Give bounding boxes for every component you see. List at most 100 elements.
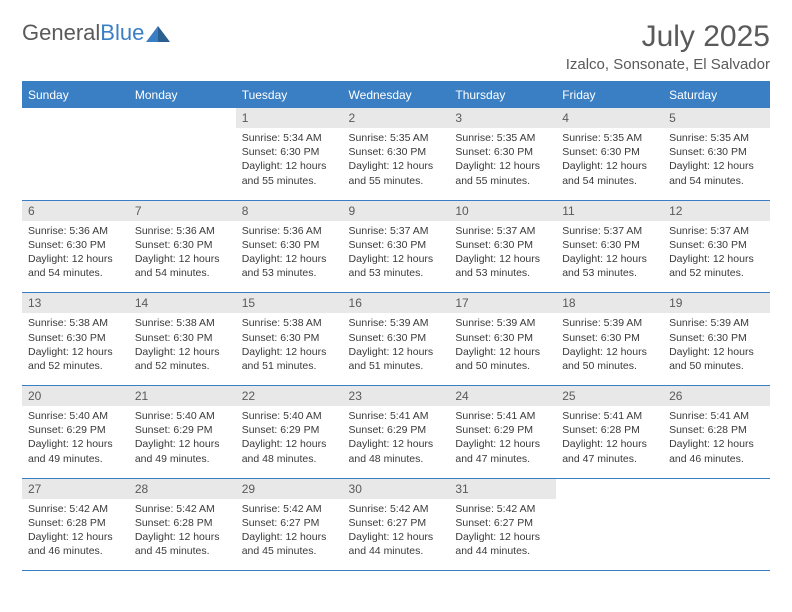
day-details: Sunrise: 5:41 AMSunset: 6:28 PMDaylight:… — [556, 406, 663, 478]
day-cell: 2Sunrise: 5:35 AMSunset: 6:30 PMDaylight… — [343, 108, 450, 201]
day-details: Sunrise: 5:39 AMSunset: 6:30 PMDaylight:… — [449, 313, 556, 385]
day-header-wednesday: Wednesday — [343, 82, 450, 108]
day-number: 7 — [129, 201, 236, 221]
logo: GeneralBlue — [22, 20, 170, 46]
title-block: July 2025 Izalco, Sonsonate, El Salvador — [566, 20, 770, 73]
day-details: Sunrise: 5:39 AMSunset: 6:30 PMDaylight:… — [556, 313, 663, 385]
day-cell: 13Sunrise: 5:38 AMSunset: 6:30 PMDayligh… — [22, 293, 129, 386]
day-cell: 9Sunrise: 5:37 AMSunset: 6:30 PMDaylight… — [343, 200, 450, 293]
day-details: Sunrise: 5:35 AMSunset: 6:30 PMDaylight:… — [663, 128, 770, 200]
day-number: 22 — [236, 386, 343, 406]
day-details: Sunrise: 5:36 AMSunset: 6:30 PMDaylight:… — [236, 221, 343, 293]
day-number: 6 — [22, 201, 129, 221]
day-cell: 24Sunrise: 5:41 AMSunset: 6:29 PMDayligh… — [449, 386, 556, 479]
day-number: 30 — [343, 479, 450, 499]
day-details: Sunrise: 5:35 AMSunset: 6:30 PMDaylight:… — [556, 128, 663, 200]
day-details: Sunrise: 5:35 AMSunset: 6:30 PMDaylight:… — [449, 128, 556, 200]
day-number: 4 — [556, 108, 663, 128]
day-details: Sunrise: 5:41 AMSunset: 6:28 PMDaylight:… — [663, 406, 770, 478]
day-cell: 11Sunrise: 5:37 AMSunset: 6:30 PMDayligh… — [556, 200, 663, 293]
week-row: 6Sunrise: 5:36 AMSunset: 6:30 PMDaylight… — [22, 200, 770, 293]
day-cell: 10Sunrise: 5:37 AMSunset: 6:30 PMDayligh… — [449, 200, 556, 293]
day-details: Sunrise: 5:36 AMSunset: 6:30 PMDaylight:… — [22, 221, 129, 293]
day-number: 28 — [129, 479, 236, 499]
day-cell: 28Sunrise: 5:42 AMSunset: 6:28 PMDayligh… — [129, 478, 236, 571]
day-header-tuesday: Tuesday — [236, 82, 343, 108]
day-details: Sunrise: 5:37 AMSunset: 6:30 PMDaylight:… — [343, 221, 450, 293]
day-details: Sunrise: 5:41 AMSunset: 6:29 PMDaylight:… — [343, 406, 450, 478]
day-cell — [22, 108, 129, 201]
header: GeneralBlue July 2025 Izalco, Sonsonate,… — [22, 20, 770, 73]
day-cell: 29Sunrise: 5:42 AMSunset: 6:27 PMDayligh… — [236, 478, 343, 571]
day-cell: 31Sunrise: 5:42 AMSunset: 6:27 PMDayligh… — [449, 478, 556, 571]
day-cell: 7Sunrise: 5:36 AMSunset: 6:30 PMDaylight… — [129, 200, 236, 293]
logo-text: GeneralBlue — [22, 20, 144, 46]
day-cell: 1Sunrise: 5:34 AMSunset: 6:30 PMDaylight… — [236, 108, 343, 201]
day-number: 18 — [556, 293, 663, 313]
day-number: 25 — [556, 386, 663, 406]
day-details: Sunrise: 5:35 AMSunset: 6:30 PMDaylight:… — [343, 128, 450, 200]
day-cell: 26Sunrise: 5:41 AMSunset: 6:28 PMDayligh… — [663, 386, 770, 479]
day-cell: 6Sunrise: 5:36 AMSunset: 6:30 PMDaylight… — [22, 200, 129, 293]
day-number: 11 — [556, 201, 663, 221]
day-number: 26 — [663, 386, 770, 406]
day-details: Sunrise: 5:36 AMSunset: 6:30 PMDaylight:… — [129, 221, 236, 293]
day-number: 19 — [663, 293, 770, 313]
day-details: Sunrise: 5:37 AMSunset: 6:30 PMDaylight:… — [663, 221, 770, 293]
day-details: Sunrise: 5:42 AMSunset: 6:27 PMDaylight:… — [343, 499, 450, 571]
day-cell: 22Sunrise: 5:40 AMSunset: 6:29 PMDayligh… — [236, 386, 343, 479]
week-row: 13Sunrise: 5:38 AMSunset: 6:30 PMDayligh… — [22, 293, 770, 386]
day-details: Sunrise: 5:39 AMSunset: 6:30 PMDaylight:… — [663, 313, 770, 385]
day-cell — [556, 478, 663, 571]
day-cell: 12Sunrise: 5:37 AMSunset: 6:30 PMDayligh… — [663, 200, 770, 293]
day-cell: 23Sunrise: 5:41 AMSunset: 6:29 PMDayligh… — [343, 386, 450, 479]
day-number: 10 — [449, 201, 556, 221]
day-number: 12 — [663, 201, 770, 221]
logo-triangle-icon — [146, 24, 170, 42]
day-details: Sunrise: 5:37 AMSunset: 6:30 PMDaylight:… — [449, 221, 556, 293]
day-header-friday: Friday — [556, 82, 663, 108]
day-number: 8 — [236, 201, 343, 221]
day-number: 9 — [343, 201, 450, 221]
day-cell — [663, 478, 770, 571]
day-number: 31 — [449, 479, 556, 499]
day-details: Sunrise: 5:40 AMSunset: 6:29 PMDaylight:… — [236, 406, 343, 478]
day-cell: 18Sunrise: 5:39 AMSunset: 6:30 PMDayligh… — [556, 293, 663, 386]
day-header-saturday: Saturday — [663, 82, 770, 108]
day-header-sunday: Sunday — [22, 82, 129, 108]
day-details: Sunrise: 5:38 AMSunset: 6:30 PMDaylight:… — [22, 313, 129, 385]
day-cell: 4Sunrise: 5:35 AMSunset: 6:30 PMDaylight… — [556, 108, 663, 201]
day-number: 17 — [449, 293, 556, 313]
day-cell: 30Sunrise: 5:42 AMSunset: 6:27 PMDayligh… — [343, 478, 450, 571]
day-number: 24 — [449, 386, 556, 406]
week-row: 20Sunrise: 5:40 AMSunset: 6:29 PMDayligh… — [22, 386, 770, 479]
day-details: Sunrise: 5:40 AMSunset: 6:29 PMDaylight:… — [22, 406, 129, 478]
day-number: 20 — [22, 386, 129, 406]
day-cell: 21Sunrise: 5:40 AMSunset: 6:29 PMDayligh… — [129, 386, 236, 479]
day-cell: 27Sunrise: 5:42 AMSunset: 6:28 PMDayligh… — [22, 478, 129, 571]
week-row: 27Sunrise: 5:42 AMSunset: 6:28 PMDayligh… — [22, 478, 770, 571]
day-details: Sunrise: 5:42 AMSunset: 6:28 PMDaylight:… — [22, 499, 129, 571]
day-number: 13 — [22, 293, 129, 313]
day-cell: 15Sunrise: 5:38 AMSunset: 6:30 PMDayligh… — [236, 293, 343, 386]
day-details: Sunrise: 5:42 AMSunset: 6:27 PMDaylight:… — [449, 499, 556, 571]
day-cell: 20Sunrise: 5:40 AMSunset: 6:29 PMDayligh… — [22, 386, 129, 479]
day-number: 21 — [129, 386, 236, 406]
logo-part1: General — [22, 20, 100, 45]
day-number: 3 — [449, 108, 556, 128]
day-header-thursday: Thursday — [449, 82, 556, 108]
logo-part2: Blue — [100, 20, 144, 45]
day-number: 15 — [236, 293, 343, 313]
day-details: Sunrise: 5:37 AMSunset: 6:30 PMDaylight:… — [556, 221, 663, 293]
month-title: July 2025 — [566, 20, 770, 54]
day-details: Sunrise: 5:38 AMSunset: 6:30 PMDaylight:… — [236, 313, 343, 385]
week-row: 1Sunrise: 5:34 AMSunset: 6:30 PMDaylight… — [22, 108, 770, 201]
day-cell: 8Sunrise: 5:36 AMSunset: 6:30 PMDaylight… — [236, 200, 343, 293]
day-number: 23 — [343, 386, 450, 406]
day-cell: 14Sunrise: 5:38 AMSunset: 6:30 PMDayligh… — [129, 293, 236, 386]
location: Izalco, Sonsonate, El Salvador — [566, 56, 770, 73]
day-details: Sunrise: 5:40 AMSunset: 6:29 PMDaylight:… — [129, 406, 236, 478]
day-number: 5 — [663, 108, 770, 128]
day-number: 27 — [22, 479, 129, 499]
day-cell: 16Sunrise: 5:39 AMSunset: 6:30 PMDayligh… — [343, 293, 450, 386]
